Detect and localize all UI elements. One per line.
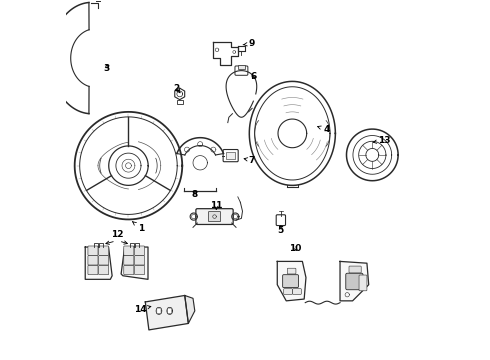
FancyBboxPatch shape — [235, 66, 248, 75]
Text: 7: 7 — [244, 156, 255, 165]
Polygon shape — [185, 296, 195, 323]
FancyBboxPatch shape — [98, 256, 109, 265]
Text: 3: 3 — [104, 64, 110, 73]
Text: 14: 14 — [134, 305, 151, 314]
FancyBboxPatch shape — [287, 268, 296, 274]
FancyBboxPatch shape — [208, 212, 220, 222]
FancyBboxPatch shape — [359, 275, 367, 291]
Polygon shape — [85, 247, 112, 279]
Text: 9: 9 — [243, 39, 255, 48]
Text: 11: 11 — [210, 201, 222, 210]
FancyBboxPatch shape — [88, 265, 98, 275]
FancyBboxPatch shape — [226, 152, 235, 159]
FancyBboxPatch shape — [98, 265, 109, 275]
Polygon shape — [277, 261, 306, 301]
FancyBboxPatch shape — [176, 100, 183, 104]
FancyBboxPatch shape — [88, 246, 98, 255]
FancyBboxPatch shape — [196, 209, 233, 225]
FancyBboxPatch shape — [98, 246, 109, 255]
Text: 1: 1 — [133, 222, 144, 233]
Text: 6: 6 — [251, 72, 257, 81]
FancyBboxPatch shape — [124, 246, 134, 255]
FancyBboxPatch shape — [238, 65, 245, 69]
Text: 8: 8 — [192, 190, 198, 199]
FancyBboxPatch shape — [293, 289, 301, 294]
FancyBboxPatch shape — [349, 266, 361, 273]
Text: 12: 12 — [111, 230, 123, 239]
FancyBboxPatch shape — [168, 308, 172, 314]
Text: 2: 2 — [174, 84, 180, 93]
FancyBboxPatch shape — [276, 215, 286, 226]
FancyBboxPatch shape — [88, 256, 98, 265]
Polygon shape — [340, 261, 368, 301]
FancyBboxPatch shape — [223, 149, 238, 162]
Text: 13: 13 — [373, 136, 390, 145]
FancyBboxPatch shape — [135, 265, 145, 275]
Text: 10: 10 — [289, 244, 301, 253]
FancyBboxPatch shape — [135, 246, 145, 255]
Text: 4: 4 — [318, 125, 330, 134]
FancyBboxPatch shape — [124, 256, 134, 265]
FancyBboxPatch shape — [284, 289, 293, 294]
FancyBboxPatch shape — [346, 273, 363, 290]
Text: 5: 5 — [278, 226, 284, 235]
Polygon shape — [146, 296, 188, 330]
FancyBboxPatch shape — [157, 308, 161, 314]
Polygon shape — [121, 247, 148, 279]
FancyBboxPatch shape — [135, 256, 145, 265]
FancyBboxPatch shape — [283, 275, 298, 288]
FancyBboxPatch shape — [124, 265, 134, 275]
